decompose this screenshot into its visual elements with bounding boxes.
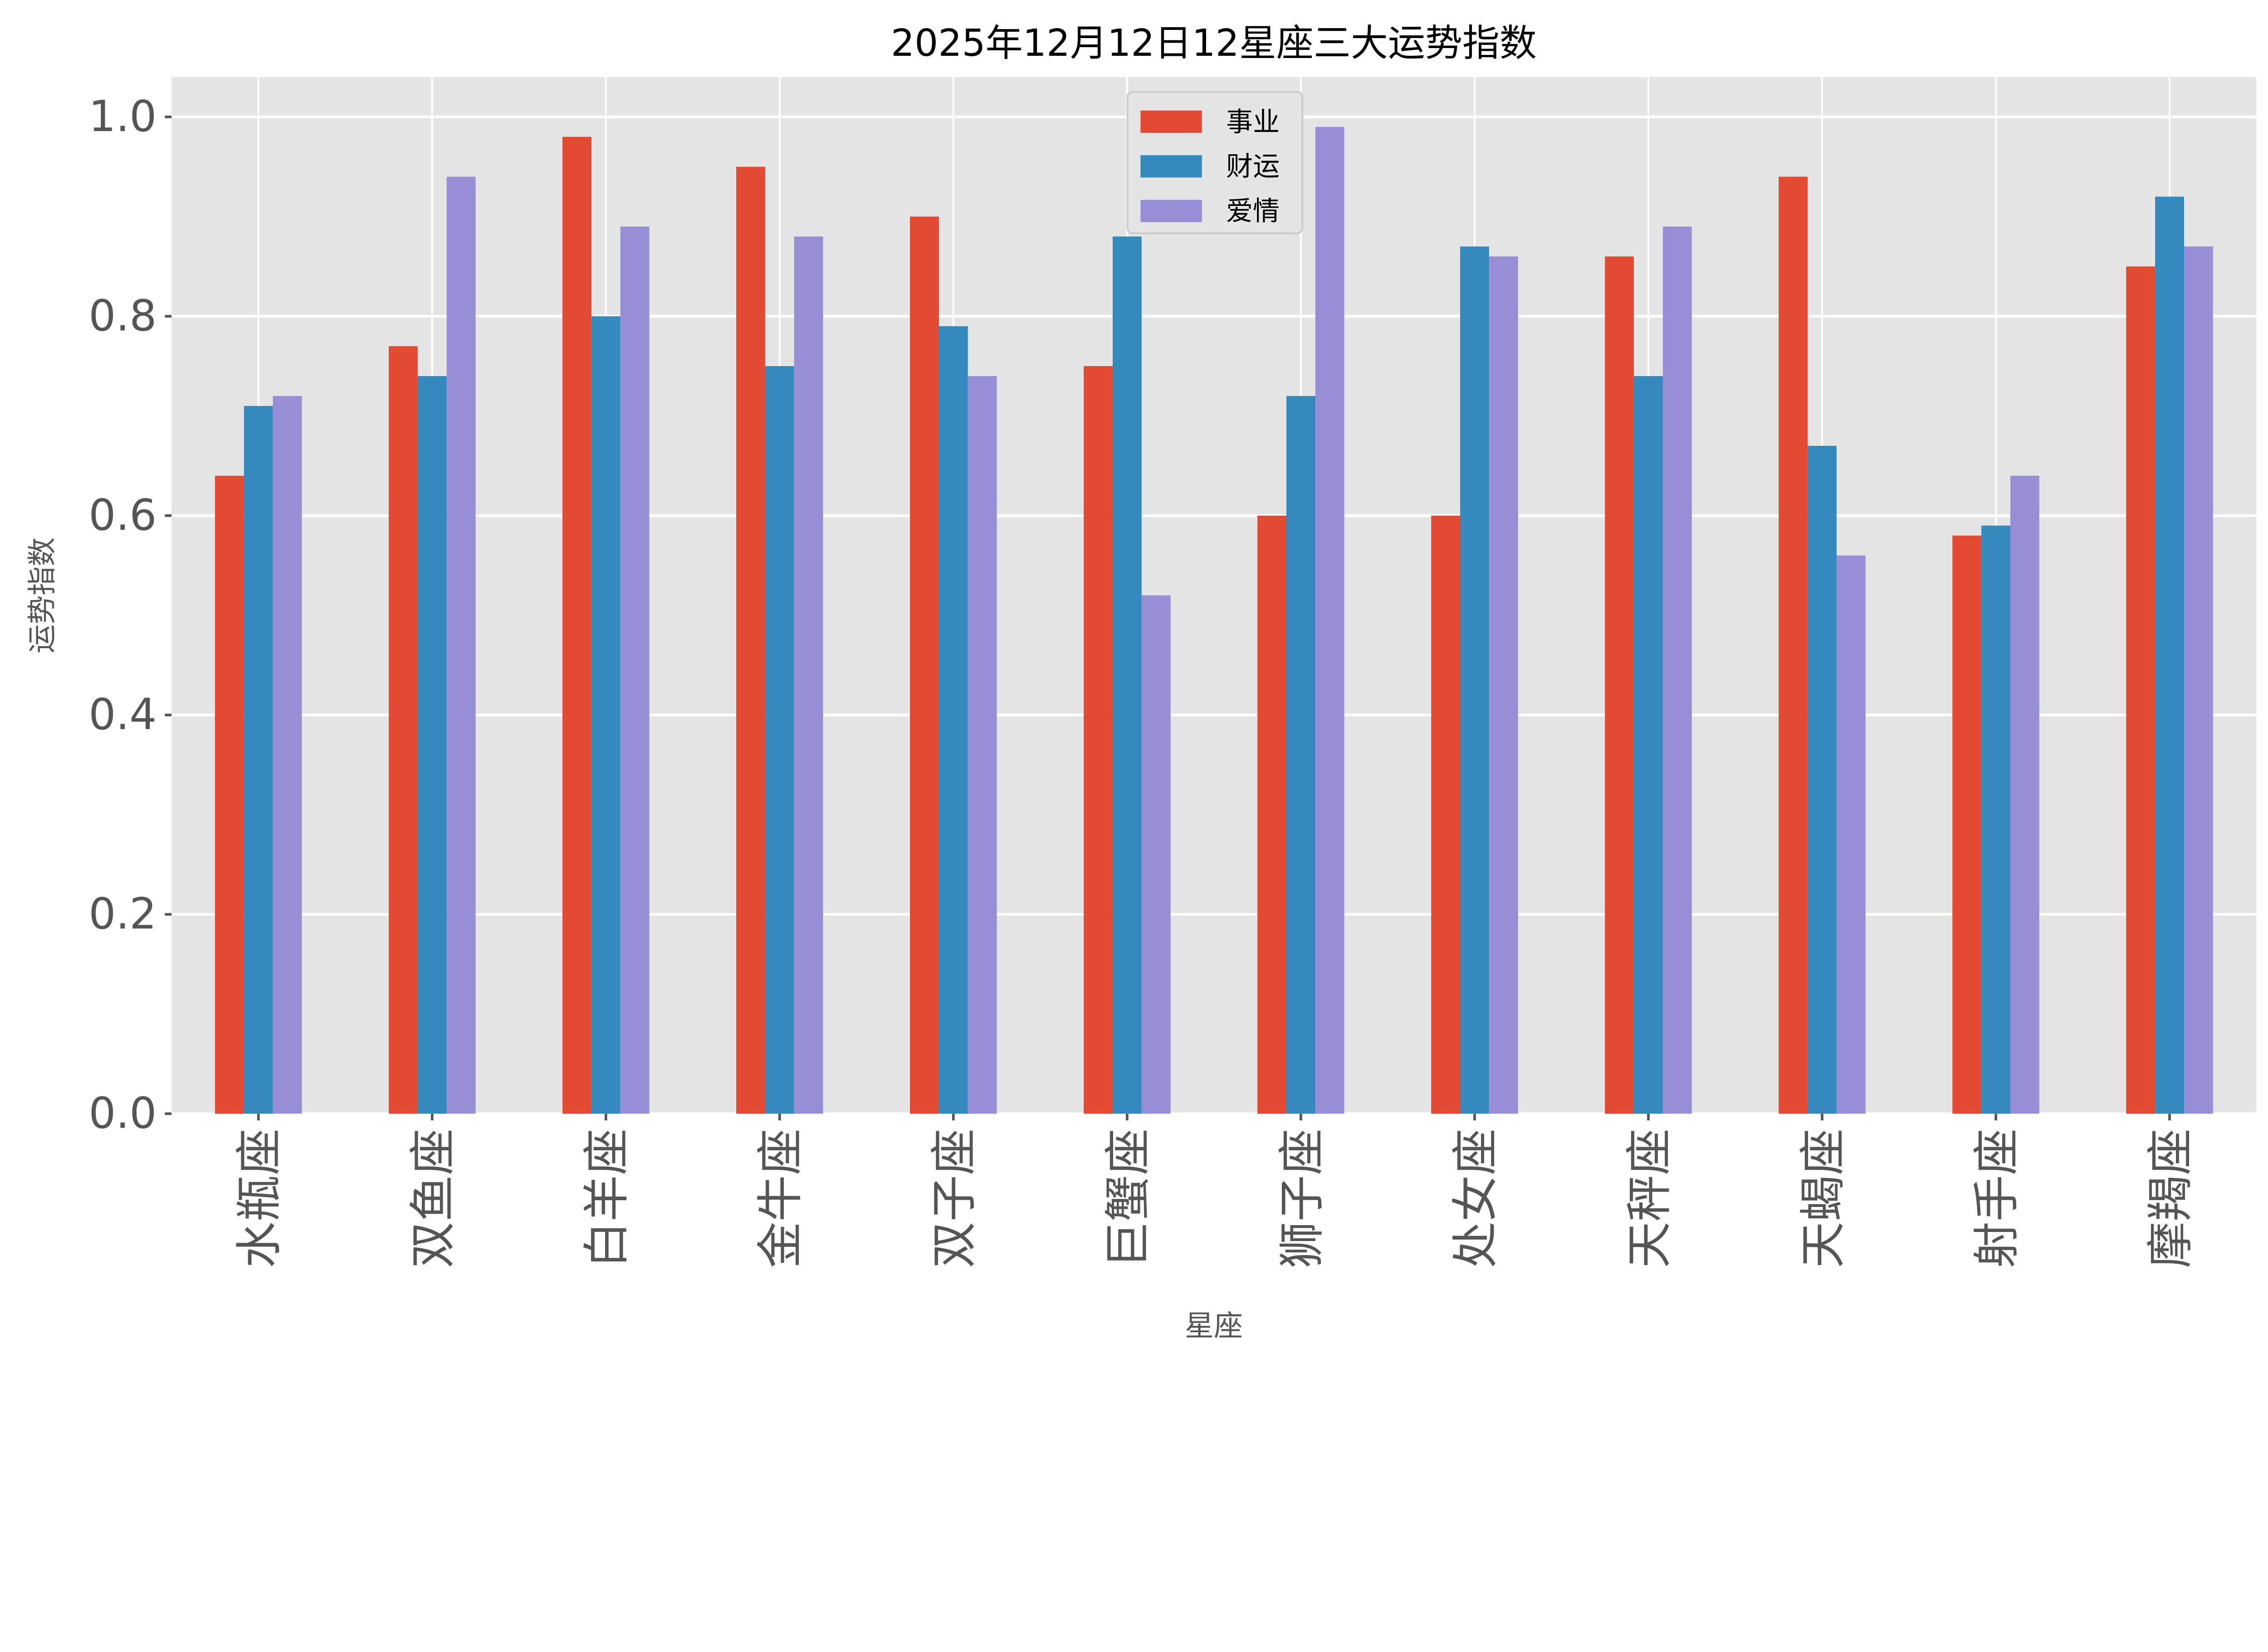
legend-label: 事业 xyxy=(1226,106,1280,137)
x-tick-label: 摩羯座 xyxy=(2144,1129,2198,1268)
bar-事业-摩羯座 xyxy=(2126,266,2156,1114)
chart-title: 2025年12月12日12星座三大运势指数 xyxy=(891,22,1537,65)
bars xyxy=(215,127,2213,1114)
y-axis-ticks: 0.0 0.2 0.4 0.6 0.8 1.0 xyxy=(88,92,172,1138)
bar-财运-金牛座 xyxy=(765,366,794,1114)
x-tick-label: 狮子座 xyxy=(1275,1129,1329,1268)
plot-background xyxy=(171,77,2257,1114)
bar-爱情-狮子座 xyxy=(1315,127,1344,1114)
legend-label: 爱情 xyxy=(1226,196,1280,227)
bar-爱情-双鱼座 xyxy=(446,176,476,1114)
bar-爱情-天秤座 xyxy=(1662,226,1692,1114)
y-axis-label: 运势指数 xyxy=(26,538,59,654)
bar-事业-狮子座 xyxy=(1257,515,1286,1114)
y-tick-label: 0.0 xyxy=(88,1088,156,1138)
bar-财运-天秤座 xyxy=(1634,376,1663,1114)
bar-财运-水瓶座 xyxy=(244,406,273,1114)
bar-财运-白羊座 xyxy=(591,316,621,1114)
bar-事业-射手座 xyxy=(1952,535,1982,1114)
bar-财运-天蝎座 xyxy=(1808,445,1837,1114)
x-tick-label: 射手座 xyxy=(1970,1129,2024,1268)
bar-chart: 0.0 0.2 0.4 0.6 0.8 1.0 水瓶座 双鱼座 白羊座 金牛座 双子座 巨蟹座 狮子座… xyxy=(26,22,2257,1343)
bar-事业-双子座 xyxy=(910,216,939,1114)
bar-爱情-处女座 xyxy=(1489,256,1518,1114)
bar-财运-巨蟹座 xyxy=(1112,236,1142,1114)
bar-事业-巨蟹座 xyxy=(1084,366,1113,1114)
bar-财运-射手座 xyxy=(1981,525,2010,1114)
y-tick-label: 0.8 xyxy=(88,291,156,341)
bar-事业-天蝎座 xyxy=(1779,176,1808,1114)
bar-爱情-摩羯座 xyxy=(2184,246,2213,1114)
y-tick-label: 0.4 xyxy=(88,689,156,739)
bar-事业-天秤座 xyxy=(1605,256,1634,1114)
bar-事业-金牛座 xyxy=(736,166,765,1114)
x-tick-label: 天秤座 xyxy=(1623,1129,1677,1268)
bar-爱情-天蝎座 xyxy=(1836,555,1866,1114)
x-tick-label: 双鱼座 xyxy=(406,1129,460,1268)
bar-爱情-射手座 xyxy=(2010,475,2039,1114)
x-tick-label: 天蝎座 xyxy=(1796,1129,1850,1268)
x-axis-label: 星座 xyxy=(1185,1310,1243,1343)
x-tick-label: 水瓶座 xyxy=(233,1129,287,1268)
bar-事业-白羊座 xyxy=(562,137,591,1114)
x-tick-label: 金牛座 xyxy=(754,1129,808,1268)
bar-爱情-巨蟹座 xyxy=(1141,595,1171,1114)
x-tick-label: 巨蟹座 xyxy=(1101,1129,1155,1268)
bar-事业-双鱼座 xyxy=(388,346,418,1114)
bar-事业-水瓶座 xyxy=(215,475,244,1114)
bar-爱情-双子座 xyxy=(968,376,997,1114)
x-axis-ticks: 水瓶座 双鱼座 白羊座 金牛座 双子座 巨蟹座 狮子座 处女座 天秤座 天蝎座 射手座 摩羯座 xyxy=(233,1114,2198,1268)
bar-爱情-金牛座 xyxy=(794,236,823,1114)
bar-事业-处女座 xyxy=(1431,515,1461,1114)
y-tick-label: 0.6 xyxy=(88,490,156,540)
legend-label: 财运 xyxy=(1226,151,1280,182)
x-tick-label: 双子座 xyxy=(928,1129,982,1268)
legend-swatch xyxy=(1140,110,1202,133)
bar-爱情-白羊座 xyxy=(620,226,650,1114)
bar-财运-双子座 xyxy=(938,326,968,1114)
legend-swatch xyxy=(1140,155,1202,178)
bar-爱情-水瓶座 xyxy=(273,396,302,1114)
y-tick-label: 1.0 xyxy=(88,92,156,142)
bar-财运-双鱼座 xyxy=(417,376,447,1114)
bar-财运-处女座 xyxy=(1460,246,1489,1114)
legend-swatch xyxy=(1140,200,1202,222)
y-tick-label: 0.2 xyxy=(88,889,156,939)
bar-财运-狮子座 xyxy=(1286,396,1315,1114)
x-tick-label: 白羊座 xyxy=(580,1129,634,1268)
bar-财运-摩羯座 xyxy=(2155,196,2184,1114)
x-tick-label: 处女座 xyxy=(1449,1129,1503,1268)
